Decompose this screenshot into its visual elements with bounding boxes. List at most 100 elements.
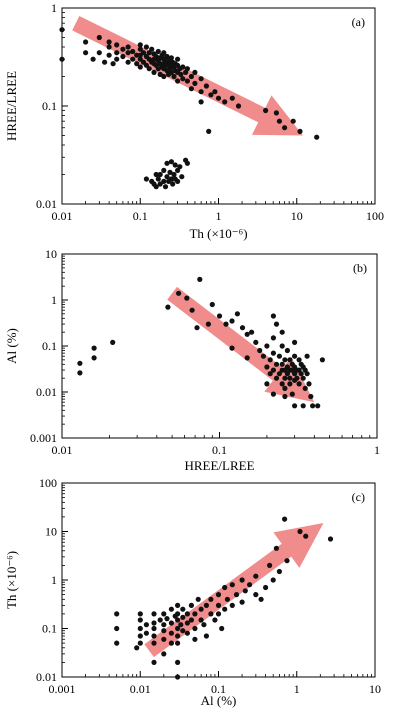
data-point (273, 321, 280, 327)
trend-arrow (144, 523, 324, 658)
data-point (137, 46, 143, 52)
data-point (195, 596, 201, 602)
data-point (327, 536, 334, 542)
data-point (180, 606, 186, 612)
data-point (134, 645, 140, 651)
x-tick-label-0-01: 0.01 (130, 682, 151, 696)
data-point (114, 611, 120, 617)
data-point (234, 311, 240, 317)
data-point (290, 118, 296, 124)
data-point (304, 371, 310, 377)
data-point (292, 403, 298, 409)
data-point (273, 375, 280, 381)
data-point (114, 640, 120, 646)
data-point (198, 89, 204, 95)
y-tick-label-0-1: 0.1 (42, 99, 57, 113)
data-point (153, 53, 159, 60)
data-point (106, 52, 112, 58)
data-point (151, 69, 157, 75)
data-point (110, 339, 116, 345)
data-point (222, 584, 228, 591)
data-point (276, 568, 282, 575)
data-point (303, 533, 309, 539)
data-point (289, 391, 295, 397)
data-point (229, 95, 235, 101)
data-point (194, 325, 200, 331)
data-point (120, 46, 126, 52)
data-point (180, 76, 186, 82)
data-point (215, 95, 222, 101)
data-point (146, 66, 152, 72)
data-point (114, 50, 120, 56)
y-tick-label-1: 1 (51, 293, 57, 307)
data-point (224, 596, 230, 602)
y-tick-label-0-001: 0.001 (30, 431, 57, 445)
data-point (212, 89, 218, 95)
data-point (235, 103, 242, 109)
data-point (161, 651, 167, 657)
data-point (168, 640, 174, 646)
data-point (175, 640, 181, 646)
data-point (296, 357, 302, 363)
data-point (294, 375, 300, 381)
data-point (222, 99, 228, 105)
data-point (165, 304, 171, 310)
y-tick-label-0-01: 0.01 (36, 197, 57, 211)
plot-frame (61, 482, 376, 678)
data-point (137, 617, 143, 623)
data-point (267, 371, 273, 377)
data-point (282, 125, 288, 131)
data-point (161, 50, 167, 56)
data-point (284, 347, 290, 354)
plot-frame (61, 253, 378, 439)
data-point (114, 42, 120, 48)
data-point (300, 403, 306, 409)
data-point (151, 659, 157, 666)
data-point (282, 357, 288, 363)
data-point (137, 640, 143, 646)
x-tick-label-0-01: 0.01 (52, 443, 73, 457)
data-point (192, 611, 198, 617)
data-point (137, 611, 143, 617)
data-point (155, 176, 161, 182)
data-point (161, 167, 167, 173)
data-point (90, 56, 96, 62)
data-point (216, 313, 223, 319)
data-point (134, 52, 140, 58)
panel-a: 0.01 0.1 1 10 100 0.01 0.1 1 Th (×10⁻⁶) HREE/LREE… (4, 1, 384, 241)
data-point (151, 633, 157, 639)
y-tick-label-100: 100 (39, 476, 57, 490)
data-point (125, 50, 131, 56)
data-point (137, 64, 143, 70)
data-point (264, 381, 270, 387)
data-point (292, 353, 298, 359)
data-point (276, 118, 282, 124)
data-point (239, 577, 245, 583)
data-point (267, 562, 273, 569)
data-point (96, 50, 102, 56)
y-tick-label-0-1: 0.1 (42, 339, 57, 353)
data-point (175, 602, 181, 609)
data-point (161, 622, 167, 628)
y-tick-label-10: 10 (45, 525, 57, 539)
data-point (151, 620, 157, 626)
data-point (178, 622, 184, 628)
data-point (120, 53, 126, 60)
data-point (151, 611, 157, 617)
data-point (223, 321, 229, 327)
data-point (125, 44, 131, 50)
data-point (162, 184, 169, 190)
data-point (164, 53, 170, 60)
data-point (208, 611, 214, 617)
data-point (110, 61, 116, 67)
x-tick-label-1: 1 (216, 209, 222, 223)
data-point (308, 393, 314, 400)
data-point (270, 350, 276, 356)
data-point (184, 630, 190, 636)
data-point (137, 625, 143, 632)
data-point (153, 184, 159, 190)
data-point (270, 391, 276, 397)
data-point (229, 318, 235, 324)
